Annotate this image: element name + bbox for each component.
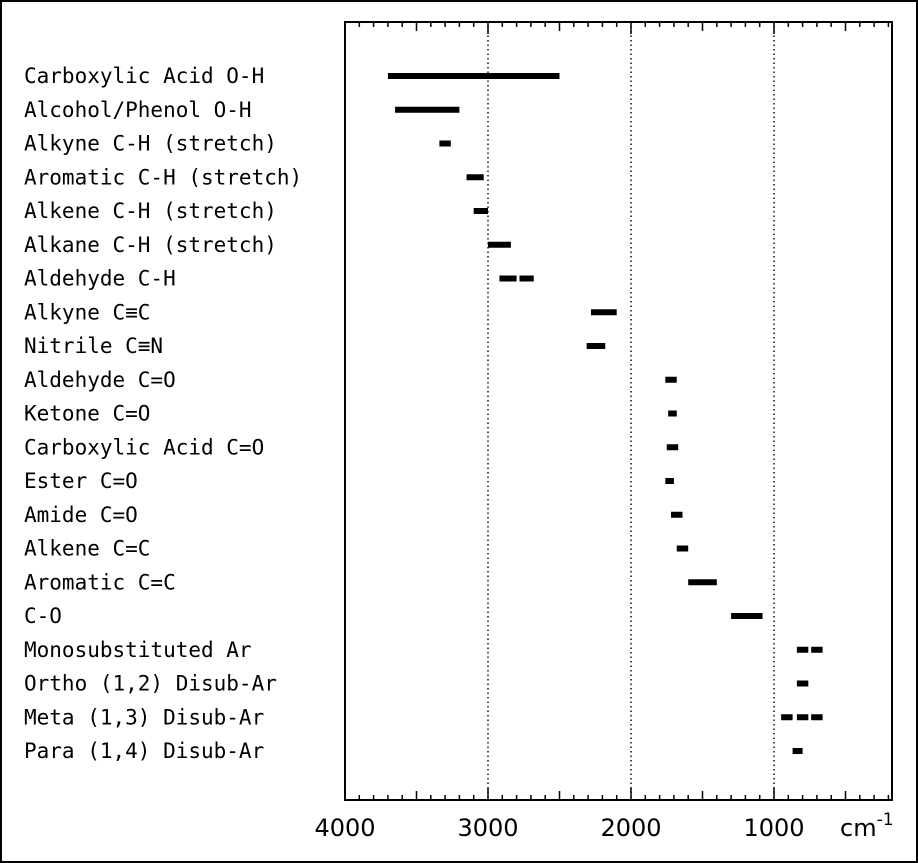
row-label: Alcohol/Phenol O-H (24, 98, 252, 122)
row-label: Ketone C=O (24, 402, 150, 426)
row-label: Aromatic C-H (stretch) (24, 165, 302, 189)
absorption-bar (439, 140, 451, 147)
absorption-bar (796, 680, 809, 687)
absorption-bar (395, 106, 460, 113)
x-tick-label-2000: 2000 (600, 814, 661, 842)
gridlines (487, 22, 775, 800)
axis-ticks (344, 22, 890, 800)
absorption-bar (671, 511, 683, 518)
row-label: Meta (1,3) Disub-Ar (24, 705, 264, 729)
absorption-bar (466, 174, 484, 181)
absorption-bar (781, 714, 793, 721)
row-label: Alkane C-H (stretch) (24, 233, 277, 257)
plot-area (344, 21, 893, 801)
row-label: Para (1,4) Disub-Ar (24, 739, 264, 763)
absorption-bar (731, 613, 763, 619)
absorption-bar (666, 444, 679, 451)
absorption-bar (665, 376, 677, 383)
absorption-bar (586, 343, 606, 349)
row-label: Nitrile C≡N (24, 334, 163, 358)
row-label: Aromatic C=C (24, 570, 176, 594)
x-unit-label: cm-1 (840, 810, 894, 842)
row-label: Aldehyde C-H (24, 267, 176, 291)
row-label: Aldehyde C=O (24, 368, 176, 392)
x-tick-label-3000: 3000 (457, 814, 518, 842)
x-tick-label-1000: 1000 (743, 814, 804, 842)
row-label: Carboxylic Acid C=O (24, 435, 264, 459)
x-tick-label-4000: 4000 (314, 814, 375, 842)
absorption-bar (387, 73, 560, 79)
absorption-bar (519, 275, 534, 282)
absorption-bar (676, 545, 689, 552)
absorption-bar (668, 410, 677, 417)
absorption-bar (811, 714, 823, 721)
row-label: Carboxylic Acid O-H (24, 64, 264, 88)
x-tick-labels: 4000 3000 2000 1000 (314, 814, 804, 842)
row-label: C-O (24, 604, 62, 628)
row-label: Ortho (1,2) Disub-Ar (24, 672, 277, 696)
row-labels: Carboxylic Acid O-H Alcohol/Phenol O-H Alk… (24, 64, 302, 763)
row-label: Alkyne C-H (stretch) (24, 132, 277, 156)
row-label: Ester C=O (24, 469, 138, 493)
absorption-bar (499, 275, 517, 282)
row-label: Alkene C-H (stretch) (24, 199, 277, 223)
absorption-bar (792, 748, 803, 754)
row-label: Amide C=O (24, 503, 138, 527)
absorption-bar (665, 478, 674, 484)
absorption-bar (688, 579, 717, 586)
absorption-bars (387, 73, 823, 754)
absorption-bar (590, 309, 617, 316)
absorption-bar (796, 646, 809, 653)
absorption-bar (796, 714, 809, 721)
row-label: Alkene C=C (24, 537, 150, 561)
absorption-bar (811, 646, 823, 653)
row-label: Alkyne C≡C (24, 300, 150, 324)
absorption-bar (488, 241, 511, 248)
absorption-bar (473, 208, 488, 214)
row-label: Monosubstituted Ar (24, 638, 252, 662)
